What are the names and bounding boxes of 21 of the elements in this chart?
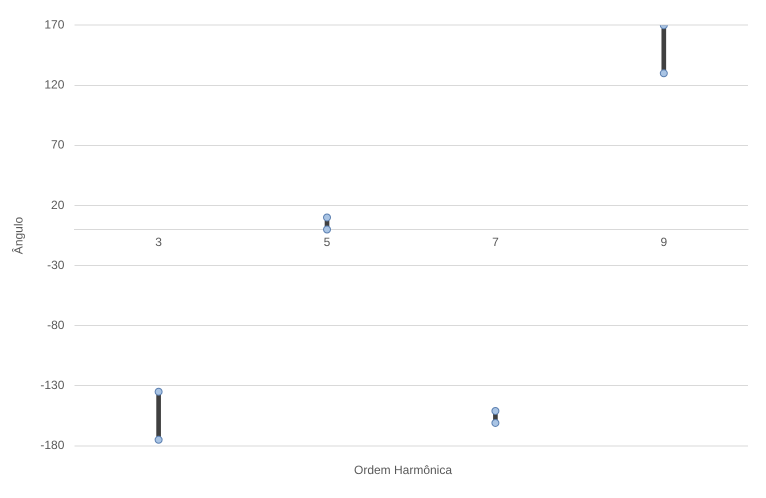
point [491,406,500,415]
y-tick-label: -180 [40,438,65,452]
y-tick-label: -30 [47,258,65,272]
y-tick-label: -80 [47,318,65,332]
point [154,436,163,444]
point [154,388,163,396]
x-tick-label: 9 [660,235,668,250]
x-tick-label: 7 [492,235,500,250]
point [323,213,332,222]
y-tick-label: -130 [40,378,65,392]
y-tick-label: 20 [51,198,65,212]
point [660,69,668,78]
point [323,225,332,234]
x-tick-label: 5 [324,235,331,250]
y-tick-label: 120 [44,78,65,92]
y-axis-title: Ângulo [12,216,26,254]
y-tick-label: 70 [51,138,65,152]
y-tick-label: 170 [44,18,65,32]
x-tick-label: 3 [155,235,162,250]
x-axis-title: Ordem Harmônica [352,463,454,477]
point [491,418,500,427]
